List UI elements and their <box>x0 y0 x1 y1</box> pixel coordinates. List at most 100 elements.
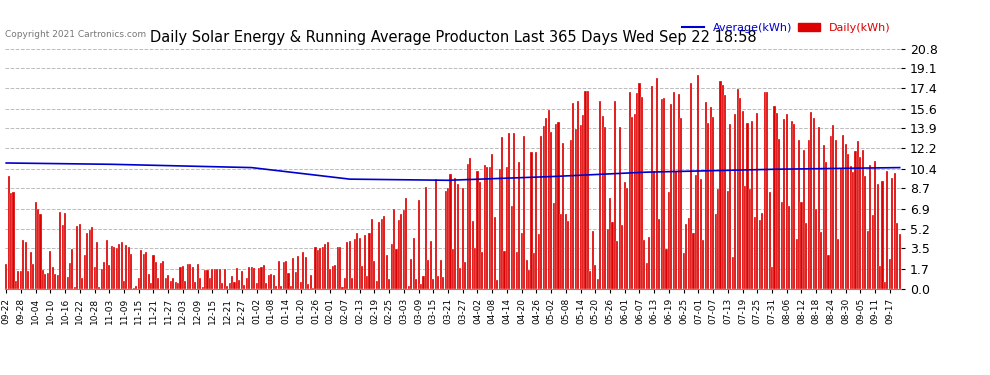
Bar <box>395 249 398 289</box>
Bar <box>894 172 896 289</box>
Bar <box>825 162 827 289</box>
Bar <box>310 276 312 289</box>
Bar <box>562 143 564 289</box>
Bar <box>211 268 214 289</box>
Bar <box>722 85 724 289</box>
Bar <box>302 252 304 289</box>
Bar <box>244 285 246 289</box>
Bar <box>636 93 639 289</box>
Bar <box>348 241 350 289</box>
Bar <box>305 257 307 289</box>
Bar <box>76 226 78 289</box>
Bar <box>766 92 768 289</box>
Bar <box>81 278 83 289</box>
Bar <box>702 240 704 289</box>
Bar <box>71 249 73 289</box>
Bar <box>149 284 152 289</box>
Bar <box>106 240 108 289</box>
Bar <box>778 139 780 289</box>
Bar <box>61 225 63 289</box>
Bar <box>835 140 837 289</box>
Bar <box>550 132 552 289</box>
Bar <box>423 276 425 289</box>
Bar <box>123 281 125 289</box>
Bar <box>653 171 655 289</box>
Bar <box>23 240 25 289</box>
Bar <box>381 219 383 289</box>
Bar <box>332 266 334 289</box>
Bar <box>727 191 729 289</box>
Bar <box>823 145 825 289</box>
Bar <box>126 245 128 289</box>
Bar <box>685 224 687 289</box>
Bar <box>368 233 370 289</box>
Bar <box>744 186 746 289</box>
Bar <box>159 263 161 289</box>
Bar <box>840 168 842 289</box>
Bar <box>162 261 164 289</box>
Bar <box>665 249 667 289</box>
Bar <box>506 167 508 289</box>
Bar <box>543 126 545 289</box>
Bar <box>300 282 302 289</box>
Bar <box>103 262 105 289</box>
Bar <box>720 81 722 289</box>
Bar <box>59 211 61 289</box>
Bar <box>322 248 324 289</box>
Bar <box>717 189 719 289</box>
Bar <box>263 266 265 289</box>
Bar <box>353 239 355 289</box>
Bar <box>658 219 660 289</box>
Bar <box>508 133 511 289</box>
Bar <box>899 234 901 289</box>
Bar <box>700 178 702 289</box>
Bar <box>786 114 788 289</box>
Bar <box>128 248 130 289</box>
Bar <box>481 252 483 289</box>
Bar <box>451 249 454 289</box>
Bar <box>174 282 176 289</box>
Bar <box>732 257 734 289</box>
Bar <box>567 221 569 289</box>
Bar <box>862 150 864 289</box>
Bar <box>869 165 871 289</box>
Bar <box>648 237 650 289</box>
Bar <box>828 255 830 289</box>
Bar <box>18 271 20 289</box>
Bar <box>479 182 481 289</box>
Bar <box>420 285 422 289</box>
Bar <box>143 254 145 289</box>
Bar <box>579 124 581 289</box>
Bar <box>209 278 211 289</box>
Bar <box>234 282 236 289</box>
Bar <box>518 162 520 289</box>
Bar <box>705 102 707 289</box>
Bar <box>871 215 874 289</box>
Bar <box>582 116 584 289</box>
Bar <box>219 269 221 289</box>
Bar <box>796 238 798 289</box>
Bar <box>428 260 430 289</box>
Bar <box>857 141 859 289</box>
Bar <box>889 260 891 289</box>
Bar <box>547 110 549 289</box>
Bar <box>337 247 339 289</box>
Bar <box>116 248 118 289</box>
Bar <box>194 282 196 289</box>
Bar <box>25 242 27 289</box>
Bar <box>678 94 680 289</box>
Bar <box>187 264 189 289</box>
Bar <box>523 136 525 289</box>
Bar <box>484 165 486 289</box>
Bar <box>157 278 159 289</box>
Bar <box>683 252 685 289</box>
Bar <box>533 253 535 289</box>
Bar <box>440 260 442 289</box>
Bar <box>617 241 619 289</box>
Bar <box>833 125 835 289</box>
Bar <box>849 166 851 289</box>
Bar <box>489 167 491 289</box>
Title: Daily Solar Energy & Running Average Producton Last 365 Days Wed Sep 22 18:58: Daily Solar Energy & Running Average Pro… <box>149 30 756 45</box>
Bar <box>594 265 596 289</box>
Bar <box>891 178 893 289</box>
